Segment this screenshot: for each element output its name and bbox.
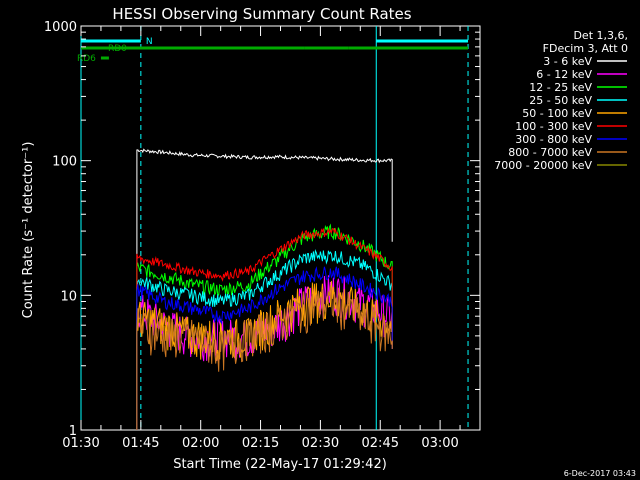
y-axis: 1 10 100 1000 <box>44 20 480 439</box>
legend-entry-label: 7000 - 20000 keV <box>494 159 592 172</box>
y-tick-label: 1 <box>69 424 77 439</box>
x-tick-label: 03:00 <box>421 436 458 451</box>
series-line <box>136 248 393 430</box>
legend-entry-label: 6 - 12 keV <box>536 68 592 81</box>
y-tick-label: 10 <box>60 289 77 304</box>
legend-header: Det 1,3,6, <box>573 29 628 42</box>
x-tick-label: 01:45 <box>122 436 159 451</box>
flag-bar-label: N <box>146 37 153 47</box>
series-line <box>136 227 393 430</box>
series-line <box>136 266 393 430</box>
flag-bar-label: RD0 <box>108 44 127 54</box>
legend-entry-label: 100 - 300 keV <box>515 120 592 133</box>
legend-entry-label: 12 - 25 keV <box>529 81 592 94</box>
y-axis-label: Count Rate (s⁻¹ detector⁻¹) <box>21 142 36 319</box>
y-tick-label: 100 <box>52 155 77 170</box>
series-line <box>136 285 393 430</box>
legend-entry-label: 50 - 100 keV <box>522 107 592 120</box>
x-tick-label: 02:30 <box>302 436 339 451</box>
series-line <box>136 280 393 430</box>
y-tick-label: 1000 <box>44 20 77 35</box>
series-line <box>136 275 393 430</box>
footer-timestamp: 6-Dec-2017 03:43 <box>564 469 636 478</box>
x-axis: 01:30 01:45 02:00 02:15 02:30 02:45 03:00 <box>62 26 481 451</box>
series-line <box>136 148 393 430</box>
legend-entry-label: 300 - 800 keV <box>515 133 592 146</box>
x-axis-label: Start Time (22-May-17 01:29:42) <box>173 457 387 472</box>
x-tick-label: 02:45 <box>362 436 399 451</box>
x-tick-label: 02:00 <box>182 436 219 451</box>
x-tick-label: 01:30 <box>62 436 99 451</box>
x-tick-label: 02:15 <box>242 436 279 451</box>
legend-header: FDecim 3, Att 0 <box>543 42 628 55</box>
legend-entry-label: 3 - 6 keV <box>543 55 592 68</box>
legend-entry-label: 25 - 50 keV <box>529 94 592 107</box>
legend-entry-label: 800 - 7000 keV <box>508 146 592 159</box>
chart-title: HESSI Observing Summary Count Rates <box>112 5 411 23</box>
flag-bar-label: RD6 <box>77 54 96 64</box>
plot-area: N RD0 RD6 <box>77 25 481 431</box>
